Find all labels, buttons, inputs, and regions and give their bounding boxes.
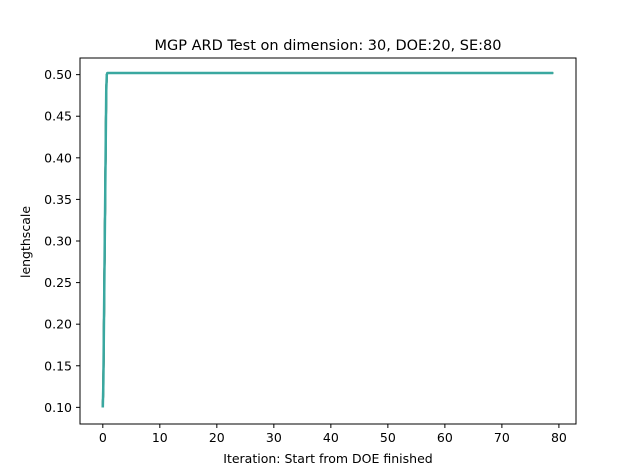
y-tick-label: 0.40 [44,150,72,165]
y-tick-label: 0.10 [44,400,72,415]
y-tick-label: 0.30 [44,234,72,249]
y-tick-label: 0.25 [44,275,72,290]
x-tick-label: 40 [323,430,339,445]
y-axis-label: lengthscale [18,206,33,278]
x-tick-label: 20 [209,430,225,445]
x-tick-label: 60 [437,430,453,445]
y-tick-label: 0.45 [44,109,72,124]
x-tick-label: 80 [551,430,567,445]
y-tick-label: 0.20 [44,317,72,332]
series-line-top [101,71,554,408]
y-tick-label: 0.15 [44,358,72,373]
x-axis-ticks: 0 10 20 30 40 50 60 70 80 [99,424,567,445]
y-axis-ticks: 0.10 0.15 0.20 0.25 0.30 0.35 0.40 0.45 0.50 [44,67,80,415]
series-layer [101,71,554,408]
x-tick-label: 50 [380,430,396,445]
x-tick-label: 0 [99,430,107,445]
y-tick-label: 0.50 [44,67,72,82]
chart-title: MGP ARD Test on dimension: 30, DOE:20, S… [155,38,502,54]
x-tick-label: 70 [494,430,510,445]
y-tick-label: 0.35 [44,192,72,207]
x-tick-label: 30 [266,430,282,445]
x-tick-label: 10 [152,430,168,445]
x-axis-label: Iteration: Start from DOE finished [223,451,432,466]
